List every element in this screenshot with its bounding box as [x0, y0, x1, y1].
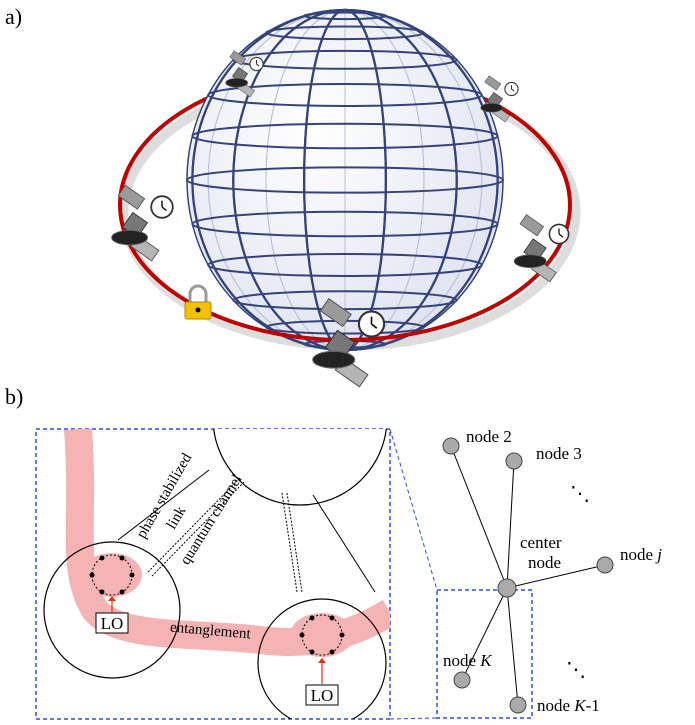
pink-core [290, 613, 354, 657]
lo-box [305, 684, 339, 706]
node-label: node 3 [536, 444, 582, 463]
edge [461, 587, 508, 681]
edge [506, 460, 515, 589]
edge [450, 445, 508, 589]
edge [506, 564, 606, 589]
node-name: node [443, 651, 476, 670]
quantum-channel-line [147, 477, 245, 577]
lo-box [95, 612, 129, 634]
node-suffix: -1 [586, 696, 600, 715]
quantum-channel-line [281, 492, 303, 593]
parallel [207, 83, 483, 107]
node-name: node [466, 427, 499, 446]
parallel [232, 290, 458, 311]
node [453, 671, 471, 689]
zoom-connector [389, 428, 438, 720]
ions [89, 555, 345, 655]
inset-frame [35, 428, 391, 720]
link-line [117, 469, 210, 541]
node-index: K [479, 651, 493, 670]
node-index: 3 [573, 444, 582, 463]
node-name: node [620, 545, 653, 564]
center-label: center [520, 533, 562, 552]
link-label: phase stabilized [134, 450, 196, 541]
globe [186, 8, 504, 352]
entanglement-label: entanglement [169, 620, 252, 643]
node-name: node [536, 444, 569, 463]
link-label: link [164, 503, 190, 532]
node-label: node K [443, 651, 493, 670]
node-label: node 2 [466, 427, 512, 446]
inset: LO LO phase stabilized link quantum chan… [43, 429, 390, 719]
panel-label: b) [5, 384, 23, 409]
ellipsis: ⋱ [566, 659, 586, 681]
parallel [265, 25, 425, 41]
node [505, 452, 523, 470]
parallel [207, 253, 483, 277]
parallel [303, 11, 387, 21]
ellipsis: ⋱ [570, 483, 590, 505]
zoom-frame [436, 589, 533, 719]
center-label: node [528, 553, 561, 572]
parallel [191, 122, 499, 150]
local-node [257, 598, 387, 719]
node-index: K [573, 696, 587, 715]
lo-label: LO [311, 686, 334, 705]
local-node [43, 541, 181, 679]
node-label: node K-1 [537, 696, 600, 715]
center-node [497, 578, 517, 598]
satellite [513, 213, 570, 283]
node-index: 2 [503, 427, 512, 446]
pink-core [82, 553, 142, 597]
link-node [213, 429, 387, 506]
link-line [312, 494, 376, 593]
node [509, 696, 527, 714]
node-name: node [537, 696, 570, 715]
parallel [191, 210, 499, 238]
parallel [186, 166, 504, 194]
lo-label: LO [101, 614, 124, 633]
edge [506, 587, 519, 706]
node [442, 437, 460, 455]
panel-label: a) [5, 4, 22, 29]
node-label: node j [620, 545, 662, 564]
node-index: j [655, 545, 662, 564]
lock-icon [184, 284, 212, 320]
node [596, 556, 614, 574]
